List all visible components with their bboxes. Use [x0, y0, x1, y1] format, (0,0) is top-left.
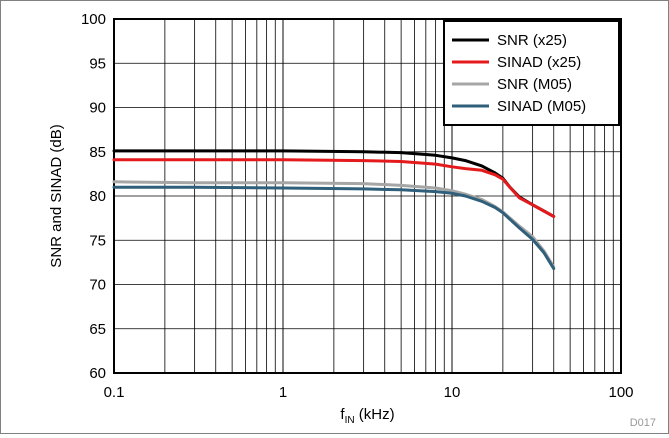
series-line: [112, 180, 556, 269]
x-tick-labels: 0.1 1 10 100: [104, 384, 634, 401]
y-tick-label: 70: [89, 277, 106, 294]
legend-label: SINAD (x25): [497, 54, 581, 71]
x-tick-label: 0.1: [104, 384, 125, 401]
x-axis-label-subscript: IN: [345, 415, 355, 426]
y-tick-label: 80: [89, 188, 106, 205]
y-tick-labels: 60 65 70 75 80 85 90 95 100: [81, 11, 106, 382]
y-tick-label: 60: [89, 365, 106, 382]
x-axis-label: fIN (kHz): [340, 406, 394, 426]
legend: SNR (x25) SINAD (x25) SNR (M05) SINAD (M05): [443, 20, 620, 126]
figure-id-label: D017: [630, 417, 656, 429]
x-tick-label: 1: [279, 384, 287, 401]
legend-label: SNR (M05): [497, 76, 572, 93]
y-tick-label: 95: [89, 55, 106, 72]
y-tick-label: 85: [89, 144, 106, 161]
x-tick-label: 10: [444, 384, 461, 401]
series-lines: [112, 149, 556, 271]
x-tick-label: 100: [608, 384, 633, 401]
legend-label: SNR (x25): [497, 32, 567, 49]
series-line: [112, 158, 556, 218]
series-line: [112, 185, 556, 271]
y-tick-label: 75: [89, 232, 106, 249]
y-axis-label: SNR and SINAD (dB): [48, 124, 65, 267]
legend-box: [443, 20, 620, 126]
plot-area-border: [113, 18, 622, 374]
y-tick-label: 90: [89, 100, 106, 117]
y-tick-label: 65: [89, 321, 106, 338]
legend-label: SINAD (M05): [497, 98, 586, 115]
x-axis-label-main: f: [340, 406, 345, 423]
x-axis-label-unit: (kHz): [355, 406, 395, 423]
y-tick-label: 100: [81, 11, 106, 28]
